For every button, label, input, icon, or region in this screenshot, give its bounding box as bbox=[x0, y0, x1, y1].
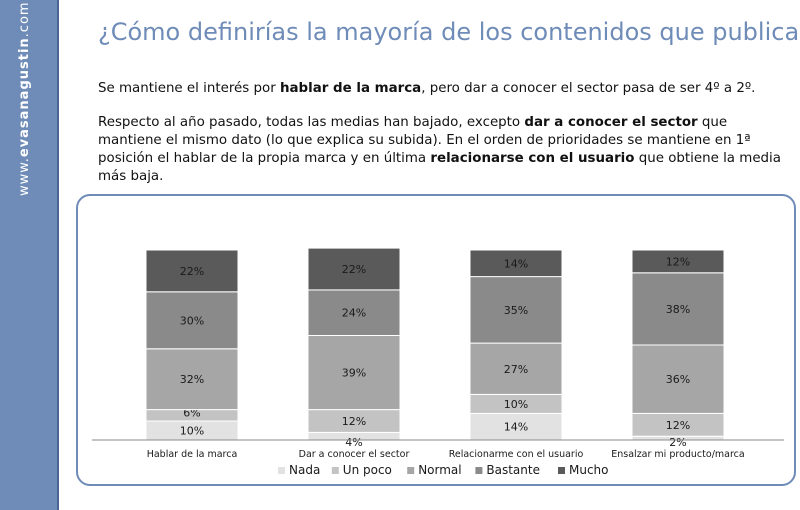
data-label: 35% bbox=[504, 304, 528, 317]
bar-segment bbox=[307, 289, 401, 336]
data-label: 38% bbox=[666, 303, 690, 316]
data-label: 30% bbox=[180, 314, 204, 327]
data-label: 4% bbox=[345, 436, 362, 449]
bar-segment bbox=[631, 344, 725, 414]
site-url-name: evasanagustin bbox=[17, 37, 32, 158]
site-url: www.evasanagustin.com bbox=[17, 1, 32, 196]
category-label: Hablar de la marca bbox=[147, 449, 238, 460]
legend-label: Bastante bbox=[486, 463, 540, 477]
bar-segment bbox=[145, 348, 239, 411]
summary-text-1: Se mantiene el interés por bbox=[98, 81, 280, 96]
data-label: 14% bbox=[504, 421, 528, 434]
slide-title: ¿Cómo definirías la mayoría de los conte… bbox=[98, 18, 800, 46]
bar-segment bbox=[469, 276, 563, 344]
data-label: 12% bbox=[666, 419, 690, 432]
legend-swatch bbox=[475, 467, 483, 474]
chart-panel: 10% 6% 32% 30% 22% Hablar de la marca 4% 12% 39%… bbox=[76, 194, 796, 486]
data-label: 22% bbox=[342, 263, 366, 276]
data-label: 12% bbox=[666, 255, 690, 268]
category-label: Relacionarme con el usuario bbox=[449, 449, 584, 460]
data-label: 14% bbox=[504, 257, 528, 270]
data-label: 39% bbox=[342, 367, 366, 380]
bar-segment bbox=[307, 247, 401, 291]
detail-text-2: que mantiene el mismo dato (lo que expli… bbox=[98, 115, 751, 166]
data-label: 32% bbox=[180, 373, 204, 386]
stacked-bar-chart: 10%6%32%30%22%Hablar de la marca4%12%39%… bbox=[92, 247, 784, 477]
bar-segment bbox=[469, 342, 563, 395]
data-label: 22% bbox=[180, 265, 204, 278]
bar-segment bbox=[307, 335, 401, 411]
summary-bold-1: hablar de la marca bbox=[279, 81, 422, 96]
category-label: Dar a conocer el sector bbox=[299, 449, 410, 460]
legend-swatch bbox=[558, 467, 565, 474]
data-label: 24% bbox=[342, 307, 366, 320]
detail-bold-2: relacionarse con el usuario bbox=[430, 151, 635, 166]
data-label: 2% bbox=[669, 436, 686, 449]
bar-segment bbox=[145, 249, 239, 293]
bar-segment bbox=[469, 412, 563, 441]
legend-label: Normal bbox=[418, 463, 461, 477]
summary-text-2: , pero dar a conocer el sector pasa de s… bbox=[421, 81, 756, 96]
site-url-suffix: .com bbox=[17, 1, 32, 38]
data-label: 12% bbox=[342, 415, 366, 428]
legend-label: Mucho bbox=[569, 463, 609, 477]
bar-segment bbox=[631, 272, 725, 346]
data-label: 10% bbox=[180, 425, 204, 438]
category-label: Ensalzar mi producto/marca bbox=[611, 449, 744, 460]
detail-text-3: que obtiene la media más baja. bbox=[98, 151, 781, 184]
detail-text-1: Respecto al año pasado, todas las medias… bbox=[98, 115, 525, 130]
summary-paragraph: Se mantiene el interés por hablar de la … bbox=[98, 80, 788, 98]
legend-swatch bbox=[407, 467, 415, 474]
detail-paragraph: Respecto al año pasado, todas las medias… bbox=[98, 114, 788, 186]
legend-label: Nada bbox=[289, 463, 320, 477]
legend-label: Un poco bbox=[343, 463, 392, 477]
data-label: 10% bbox=[504, 398, 528, 411]
bar-segment bbox=[469, 249, 563, 278]
site-url-prefix: www. bbox=[17, 157, 32, 196]
data-label: 36% bbox=[666, 373, 690, 386]
detail-bold-1: dar a conocer el sector bbox=[524, 115, 698, 130]
bar-segment bbox=[631, 249, 725, 274]
data-label: 27% bbox=[504, 363, 528, 376]
legend-swatch bbox=[331, 467, 339, 474]
sidebar: www.evasanagustin.com bbox=[0, 0, 59, 510]
legend-swatch bbox=[278, 467, 285, 474]
